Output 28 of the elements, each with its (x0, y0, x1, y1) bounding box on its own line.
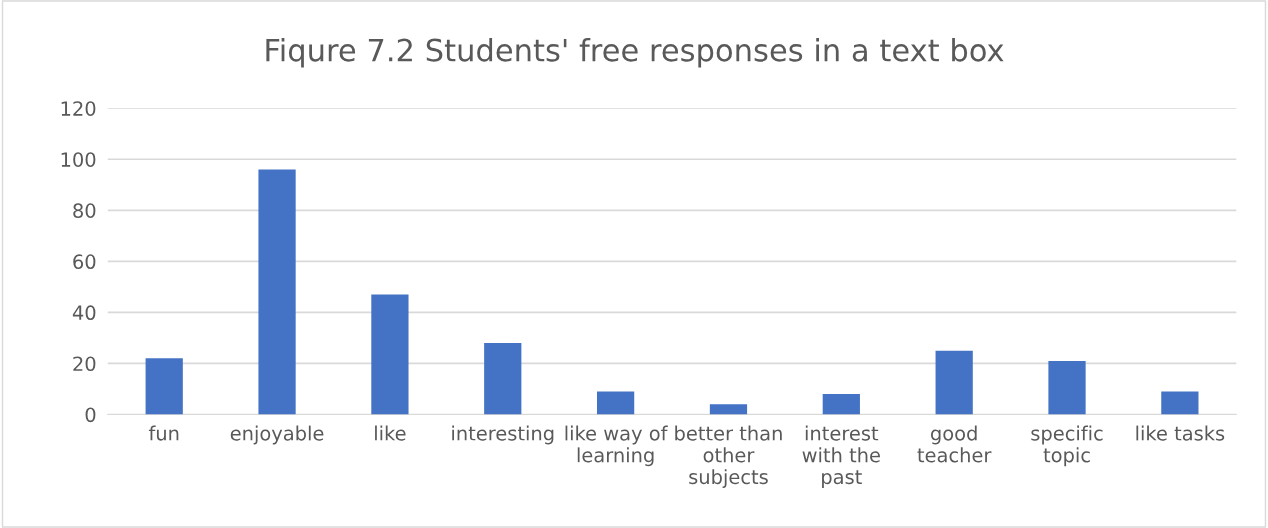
x-tick-label: specific topic (1031, 425, 1103, 467)
x-tick-label: like tasks (1136, 425, 1225, 441)
x-tick-label: interesting (452, 425, 554, 445)
y-tick-label: 80 (73, 203, 96, 218)
bar (596, 391, 635, 415)
bar (935, 350, 973, 415)
bar (145, 358, 183, 415)
y-tick-label: 100 (61, 152, 96, 167)
x-tick-label: fun (148, 425, 179, 441)
y-tick-label: 0 (85, 407, 96, 423)
x-tick-label: like way of learning (565, 425, 668, 467)
bar (484, 343, 522, 415)
bar (822, 394, 860, 415)
y-tick-label: 40 (72, 305, 96, 321)
x-tick-label: good teacher (917, 425, 992, 463)
y-tick-label: 60 (73, 254, 96, 270)
bar (709, 404, 748, 415)
y-tick-label: 120 (61, 101, 96, 116)
x-tick-label: like (375, 425, 406, 441)
bar (258, 169, 296, 415)
chart-title: Fiqure 7.2 Students' free responses in a text box (266, 38, 1004, 68)
x-tick-label: enjoyable (230, 425, 324, 445)
bar (1048, 360, 1086, 415)
y-tick-label: 20 (73, 356, 96, 372)
bar (1161, 391, 1199, 415)
x-tick-label: interest with the past (802, 425, 880, 488)
x-tick-label: better than other subjects (675, 425, 782, 488)
bar (371, 294, 409, 415)
